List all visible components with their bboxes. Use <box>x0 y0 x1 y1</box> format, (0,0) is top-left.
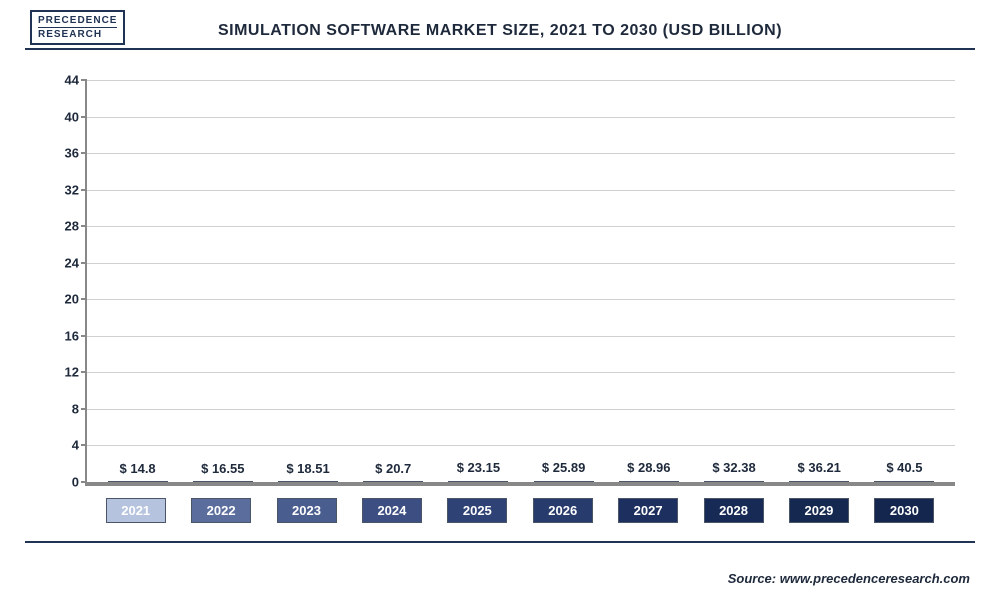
y-tick <box>81 262 87 264</box>
bar-group: $ 32.38 <box>695 481 772 482</box>
y-tick <box>81 481 87 483</box>
bar-group: $ 25.89 <box>525 481 602 482</box>
bar <box>704 481 764 482</box>
bar-group: $ 28.96 <box>610 481 687 482</box>
y-axis-label: 20 <box>49 292 79 307</box>
y-axis-label: 32 <box>49 182 79 197</box>
grid-line <box>87 263 955 264</box>
bar-value-label: $ 28.96 <box>604 460 694 475</box>
y-tick <box>81 408 87 410</box>
bar <box>448 481 508 482</box>
x-label-box: 2029 <box>780 498 857 523</box>
x-axis-label: 2024 <box>362 498 422 523</box>
x-label-box: 2023 <box>268 498 345 523</box>
plot-area: $ 14.8$ 16.55$ 18.51$ 20.7$ 23.15$ 25.89… <box>85 80 955 486</box>
grid-line <box>87 372 955 373</box>
bar <box>619 481 679 482</box>
grid-line <box>87 80 955 81</box>
y-tick <box>81 298 87 300</box>
bar <box>874 481 934 482</box>
x-axis-label: 2021 <box>106 498 166 523</box>
bar-value-label: $ 16.55 <box>178 461 268 476</box>
x-label-box: 2026 <box>524 498 601 523</box>
grid-line <box>87 336 955 337</box>
y-axis-label: 24 <box>49 255 79 270</box>
bar-value-label: $ 36.21 <box>774 460 864 475</box>
x-axis-label: 2022 <box>191 498 251 523</box>
bar-value-label: $ 20.7 <box>348 461 438 476</box>
grid-line <box>87 153 955 154</box>
bar-group: $ 16.55 <box>184 481 261 482</box>
bar <box>108 481 168 482</box>
bar <box>278 481 338 482</box>
bar-group: $ 14.8 <box>99 481 176 482</box>
grid-line <box>87 299 955 300</box>
grid-line <box>87 409 955 410</box>
bar-group: $ 20.7 <box>355 481 432 482</box>
y-axis-label: 16 <box>49 328 79 343</box>
bar-value-label: $ 40.5 <box>859 460 949 475</box>
x-axis-label: 2028 <box>704 498 764 523</box>
bar-value-label: $ 18.51 <box>263 461 353 476</box>
bar-value-label: $ 32.38 <box>689 460 779 475</box>
bars-group: $ 14.8$ 16.55$ 18.51$ 20.7$ 23.15$ 25.89… <box>87 80 955 482</box>
y-axis-label: 4 <box>49 438 79 453</box>
y-tick <box>81 225 87 227</box>
x-label-box: 2027 <box>609 498 686 523</box>
x-label-box: 2024 <box>353 498 430 523</box>
y-axis-label: 44 <box>49 73 79 88</box>
x-label-box: 2022 <box>182 498 259 523</box>
bar-group: $ 23.15 <box>440 481 517 482</box>
y-tick <box>81 335 87 337</box>
logo-bottom: RESEARCH <box>38 28 117 40</box>
x-axis-label: 2023 <box>277 498 337 523</box>
bar <box>789 481 849 482</box>
bar-value-label: $ 14.8 <box>93 461 183 476</box>
y-tick <box>81 116 87 118</box>
bar-group: $ 40.5 <box>866 481 943 482</box>
grid-line <box>87 445 955 446</box>
y-tick <box>81 79 87 81</box>
y-axis-label: 12 <box>49 365 79 380</box>
x-label-box: 2021 <box>97 498 174 523</box>
chart-title: SIMULATION SOFTWARE MARKET SIZE, 2021 TO… <box>25 22 975 40</box>
x-axis-labels: 2021 2022 2023 2024 2025 2026 2027 2028 2029 2030 <box>85 498 955 523</box>
x-axis-label: 2025 <box>447 498 507 523</box>
y-tick <box>81 152 87 154</box>
x-axis-label: 2030 <box>874 498 934 523</box>
y-axis-label: 36 <box>49 146 79 161</box>
bar-group: $ 18.51 <box>269 481 346 482</box>
x-label-box: 2025 <box>439 498 516 523</box>
source-text: Source: www.precedenceresearch.com <box>728 571 970 586</box>
bar-value-label: $ 23.15 <box>433 460 523 475</box>
grid-line <box>87 117 955 118</box>
logo-top: PRECEDENCE <box>38 15 117 28</box>
chart-frame: $ 14.8$ 16.55$ 18.51$ 20.7$ 23.15$ 25.89… <box>25 48 975 543</box>
y-axis-label: 0 <box>49 475 79 490</box>
x-axis-label: 2026 <box>533 498 593 523</box>
x-axis-label: 2027 <box>618 498 678 523</box>
grid-line <box>87 190 955 191</box>
x-axis-label: 2029 <box>789 498 849 523</box>
y-axis-label: 40 <box>49 109 79 124</box>
y-axis-label: 28 <box>49 219 79 234</box>
y-tick <box>81 189 87 191</box>
bar-group: $ 36.21 <box>781 481 858 482</box>
bar <box>534 481 594 482</box>
x-label-box: 2030 <box>866 498 943 523</box>
x-label-box: 2028 <box>695 498 772 523</box>
y-axis-label: 8 <box>49 401 79 416</box>
bar-value-label: $ 25.89 <box>519 460 609 475</box>
y-tick <box>81 371 87 373</box>
bar <box>363 481 423 482</box>
grid-line <box>87 226 955 227</box>
logo: PRECEDENCE RESEARCH <box>30 10 125 45</box>
y-tick <box>81 444 87 446</box>
chart-container: PRECEDENCE RESEARCH SIMULATION SOFTWARE … <box>0 0 1000 592</box>
bar <box>193 481 253 482</box>
